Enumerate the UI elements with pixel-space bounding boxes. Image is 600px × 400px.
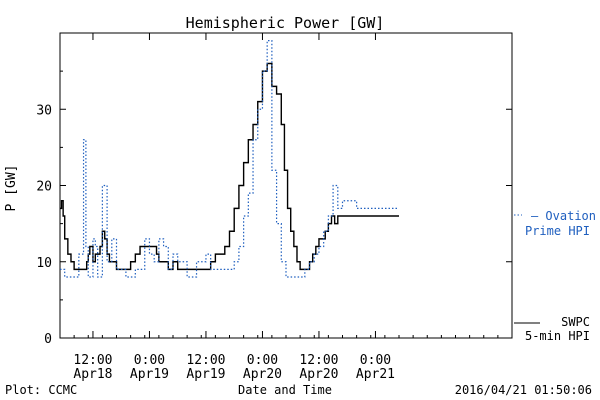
y-tick-label: 20 — [36, 180, 52, 195]
plot-frame — [59, 32, 513, 339]
x-tick-label-date: Apr20 — [243, 367, 282, 382]
legend-swpc-label-2: 5-min HPI — [525, 329, 590, 343]
y-tick-label: 0 — [44, 332, 52, 347]
x-tick-label-time: 0:00 — [247, 353, 278, 368]
legend-ovation-label-2: Prime HPI — [525, 224, 590, 238]
y-axis-label: P [GW] — [4, 165, 19, 212]
x-tick-label-time: 12:00 — [73, 353, 112, 368]
x-tick-label-time: 12:00 — [299, 353, 338, 368]
x-tick-label-time: 12:00 — [186, 353, 225, 368]
x-tick-label-date: Apr19 — [186, 367, 225, 382]
series-line-swpc — [60, 62, 399, 271]
x-tick-label-date: Apr20 — [299, 367, 338, 382]
x-tick-label-time: 0:00 — [134, 353, 165, 368]
x-tick-label-time: 0:00 — [360, 353, 391, 368]
y-tick-label: 10 — [36, 256, 52, 271]
x-tick-label-date: Apr21 — [356, 367, 395, 382]
y-tick-label: 30 — [36, 103, 52, 118]
series-layer — [60, 40, 399, 278]
footer-left: Plot: CCMC — [5, 383, 77, 397]
chart-title: Hemispheric Power [GW] — [186, 14, 385, 32]
legend-swpc-label-1: SWPC — [561, 315, 590, 329]
legend-ovation-label-1: — Ovation — [531, 209, 596, 223]
x-tick-label-date: Apr19 — [130, 367, 169, 382]
x-tick-label-date: Apr18 — [73, 367, 112, 382]
y-axis-ticks: 0 10 20 30 — [36, 70, 512, 347]
x-axis-label: Date and Time — [238, 383, 332, 397]
x-axis-ticks: 12:00Apr180:00Apr1912:00Apr190:00Apr2012… — [59, 33, 513, 382]
footer-right: 2016/04/21 01:50:06 — [455, 383, 592, 397]
series-line-ovation — [60, 40, 399, 278]
